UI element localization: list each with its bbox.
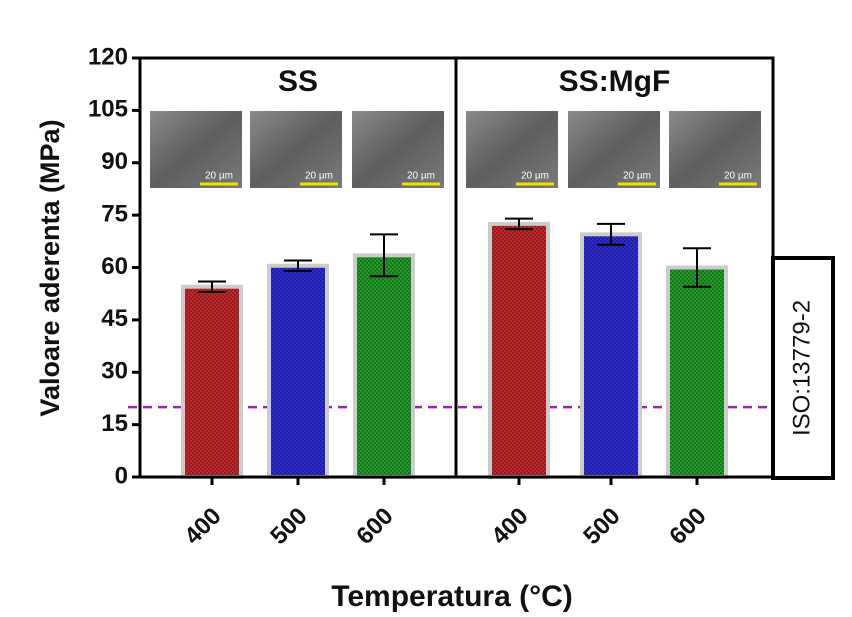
scale-label: 20 µm [623,171,651,182]
y-tick-label: 45 [101,305,128,332]
bar [666,265,728,479]
scale-label: 20 µm [305,171,333,182]
bar [181,284,243,479]
sem-image [352,111,444,188]
x-tick-label: 600 [351,503,398,550]
x-tick-label: 500 [578,503,625,550]
x-tick-label: 400 [179,503,226,550]
bar [353,253,415,479]
x-axis-label: Temperatura (°C) [331,580,572,613]
y-tick-label: 120 [88,43,128,70]
y-tick-label: 15 [101,410,128,437]
annotation: ISO:13779-2 [788,300,815,436]
scale-label: 20 µm [521,171,549,182]
sem-image [568,111,660,188]
sem-image [466,111,558,188]
y-tick-label: 75 [101,200,128,227]
y-tick-label: 60 [101,253,128,280]
panel-title: SS:MgF [559,65,671,98]
y-tick-label: 90 [101,148,128,175]
bar [580,232,642,479]
y-tick-label: 0 [115,462,128,489]
scale-label: 20 µm [407,171,435,182]
bar [488,221,550,479]
x-tick-label: 600 [664,503,711,550]
sem-image [250,111,342,188]
scale-label: 20 µm [205,171,233,182]
panel-title: SS [278,65,318,98]
scale-label: 20 µm [724,171,752,182]
sem-image [150,111,242,188]
x-tick-label: 500 [265,503,312,550]
y-axis-label: Valoare aderenta (MPa) [35,119,65,416]
y-tick-label: 105 [88,96,128,123]
y-tick-label: 30 [101,358,128,385]
bar [267,263,329,480]
sem-image [669,111,761,188]
x-tick-label: 400 [486,503,533,550]
